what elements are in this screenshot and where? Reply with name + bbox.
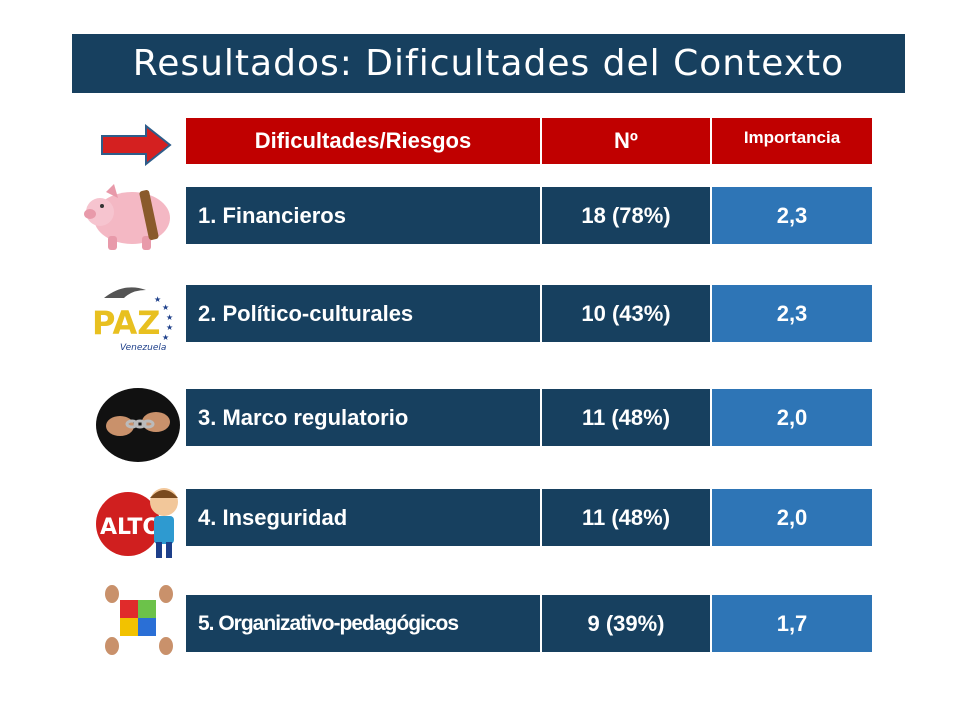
- row-label: 3. Marco regulatorio: [186, 389, 542, 446]
- alto-stop-sign-icon: ALTO: [96, 488, 178, 558]
- header-importance: Importancia: [712, 118, 872, 164]
- paz-sub-text: Venezuela: [120, 343, 166, 353]
- page-title: Resultados: Dificultades del Contexto: [72, 34, 905, 93]
- row-count: 9 (39%): [542, 595, 712, 652]
- row-count: 11 (48%): [542, 389, 712, 446]
- row-label: 4. Inseguridad: [186, 489, 542, 546]
- row-importance: 2,3: [712, 187, 872, 244]
- table-row: 5. Organizativo-pedagógicos 9 (39%) 1,7: [186, 595, 872, 652]
- paz-text: PAZ: [92, 304, 160, 342]
- paz-venezuela-logo-icon: PAZ Venezuela ★★★ ★★: [92, 287, 173, 353]
- puzzle-hands-icon: [105, 585, 173, 655]
- row-importance: 2,0: [712, 489, 872, 546]
- header-number: Nº: [542, 118, 712, 164]
- row-label: 5. Organizativo-pedagógicos: [186, 595, 542, 652]
- row-importance: 1,7: [712, 595, 872, 652]
- svg-text:★: ★: [162, 303, 169, 312]
- row-label: 1. Financieros: [186, 187, 542, 244]
- row-count: 18 (78%): [542, 187, 712, 244]
- table-row: 2. Político-culturales 10 (43%) 2,3: [186, 285, 872, 342]
- chained-hands-icon: [96, 388, 180, 462]
- row-importance: 2,0: [712, 389, 872, 446]
- table-row: 3. Marco regulatorio 11 (48%) 2,0: [186, 389, 872, 446]
- piggy-bank-icon: [84, 184, 170, 250]
- row-count: 11 (48%): [542, 489, 712, 546]
- alto-text: ALTO: [100, 515, 161, 540]
- header-difficulties: Dificultades/Riesgos: [186, 118, 542, 164]
- svg-text:★: ★: [166, 323, 173, 332]
- svg-text:★: ★: [162, 333, 169, 342]
- table-row: 1. Financieros 18 (78%) 2,3: [186, 187, 872, 244]
- right-arrow-icon: [101, 124, 172, 166]
- table-header: Dificultades/Riesgos Nº Importancia: [186, 118, 872, 164]
- row-count: 10 (43%): [542, 285, 712, 342]
- row-label: 2. Político-culturales: [186, 285, 542, 342]
- svg-text:★: ★: [166, 313, 173, 322]
- table-row: 4. Inseguridad 11 (48%) 2,0: [186, 489, 872, 546]
- row-importance: 2,3: [712, 285, 872, 342]
- svg-text:★: ★: [154, 295, 161, 304]
